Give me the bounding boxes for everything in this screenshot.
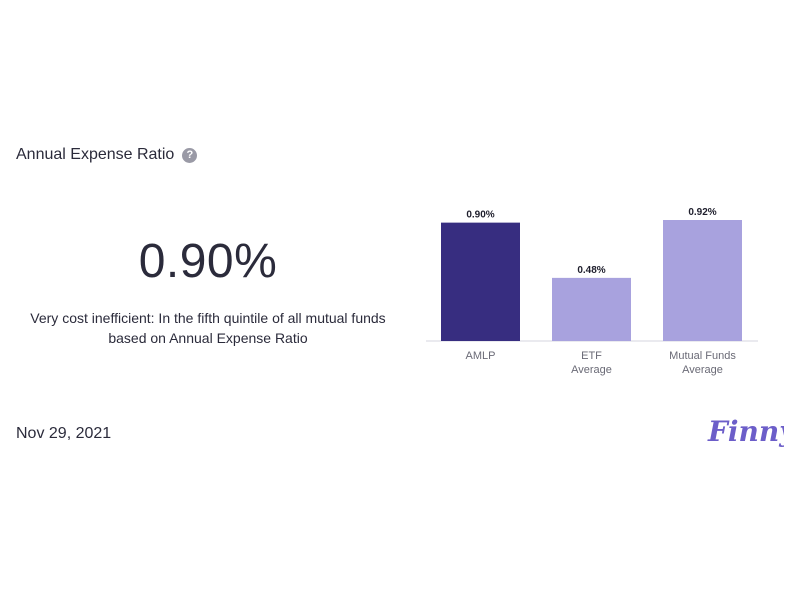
x-tick-label: ETF xyxy=(581,350,602,362)
expense-ratio-value: 0.90% xyxy=(138,235,278,288)
page-title: Annual Expense Ratio xyxy=(16,146,175,163)
expense-ratio-chart: 0.90% AMLP 0.48% ETF Average 0.92% Mutual Fund… xyxy=(426,207,758,376)
logo-text: Finny xyxy=(707,415,784,448)
x-tick-label: Mutual Funds xyxy=(669,350,736,362)
help-icon[interactable]: ? xyxy=(182,147,198,163)
x-tick-label: AMLP xyxy=(466,350,496,362)
x-tick-label: Average xyxy=(571,364,612,376)
as-of-date: Nov 29, 2021 xyxy=(16,425,112,442)
bar-1 xyxy=(552,277,631,341)
x-tick-label: Average xyxy=(682,364,723,376)
header: Annual Expense Ratio ? xyxy=(16,146,198,164)
bar-0 xyxy=(441,222,520,341)
bar-value-label: 0.90% xyxy=(466,210,494,221)
finny-logo: Finny xyxy=(707,415,784,448)
bar-value-label: 0.48% xyxy=(577,265,605,276)
bar-2 xyxy=(663,220,742,341)
expense-ratio-description: Very cost inefficient: In the fifth quin… xyxy=(30,310,386,346)
bar-value-label: 0.92% xyxy=(688,207,716,218)
